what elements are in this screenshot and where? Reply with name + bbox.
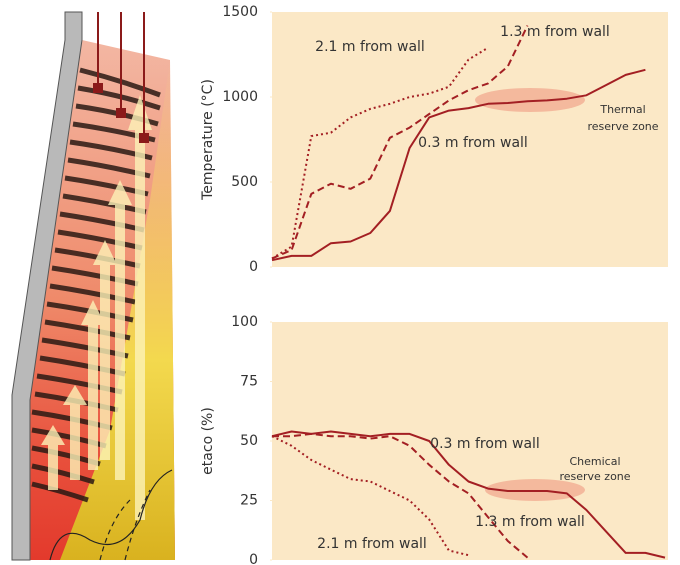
gas-arrows xyxy=(41,95,152,520)
series-line xyxy=(271,25,529,260)
y-tick-label: 0 xyxy=(249,259,258,275)
reserve-zone xyxy=(475,88,585,112)
zone-label: reserve zone xyxy=(559,470,630,483)
series-line xyxy=(271,68,646,262)
y-tick-label: 1000 xyxy=(222,89,258,105)
zone-label: Thermal xyxy=(599,103,645,116)
series-label: 1.3 m from wall xyxy=(475,514,585,530)
y-tick-label: 1500 xyxy=(222,4,258,20)
series-line xyxy=(272,432,529,559)
series-line xyxy=(271,46,489,260)
y-axis-title: Temperature (°C) xyxy=(200,79,216,201)
cohesive-zone xyxy=(49,469,173,561)
y-tick-label: 100 xyxy=(231,314,258,330)
series-label: 2.1 m from wall xyxy=(315,39,425,55)
y-tick-label: 25 xyxy=(240,493,258,509)
zone-label: Chemical xyxy=(569,455,620,468)
y-axis-title: etaco (%) xyxy=(200,407,216,475)
series-label: 0.3 m from wall xyxy=(418,135,528,151)
probe-heads xyxy=(93,83,149,143)
y-tick-label: 0 xyxy=(249,552,258,565)
series-line xyxy=(271,430,666,559)
y-tick-label: 75 xyxy=(240,374,258,390)
y-tick-label: 50 xyxy=(240,433,258,449)
hot-zone xyxy=(60,60,175,560)
zone-label: reserve zone xyxy=(587,120,658,133)
series-label: 2.1 m from wall xyxy=(317,536,427,552)
series-label: 0.3 m from wall xyxy=(430,436,540,452)
probes xyxy=(97,12,145,138)
series-label: 1.3 m from wall xyxy=(500,24,610,40)
furnace-illustration xyxy=(11,11,175,561)
plot-area xyxy=(272,12,668,267)
y-tick-label: 500 xyxy=(231,174,258,190)
plot-area xyxy=(272,322,668,560)
wall xyxy=(11,11,83,561)
